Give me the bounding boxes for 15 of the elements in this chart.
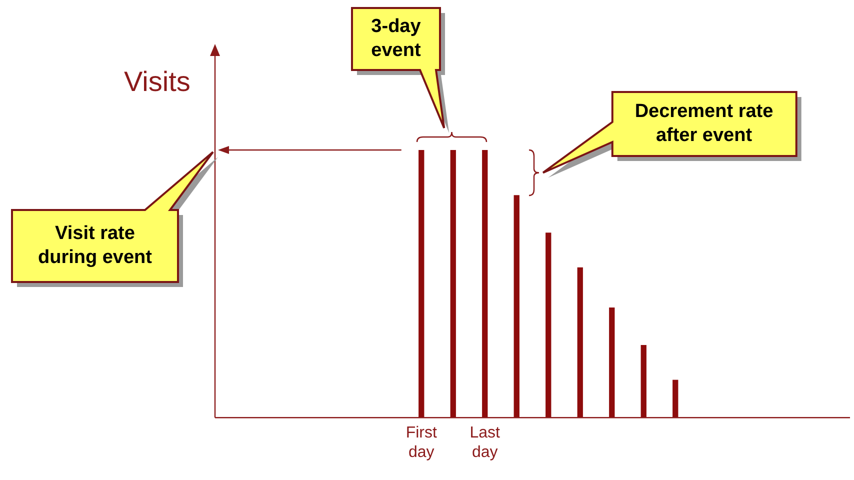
bar — [672, 380, 678, 418]
bar — [482, 150, 488, 418]
bar — [640, 345, 646, 418]
y-axis-title: Visits — [124, 66, 190, 98]
bar — [609, 308, 615, 418]
text: Decrement rate after event — [634, 100, 774, 148]
bar — [450, 150, 456, 418]
x-tick-label: Last day — [470, 424, 501, 461]
bar — [577, 267, 583, 418]
bar — [514, 195, 520, 418]
bar — [418, 150, 424, 418]
x-tick-label: First day — [406, 424, 438, 461]
bar — [546, 232, 552, 418]
text: 3-day event — [370, 15, 422, 63]
text: Visit rate during event — [36, 222, 153, 270]
